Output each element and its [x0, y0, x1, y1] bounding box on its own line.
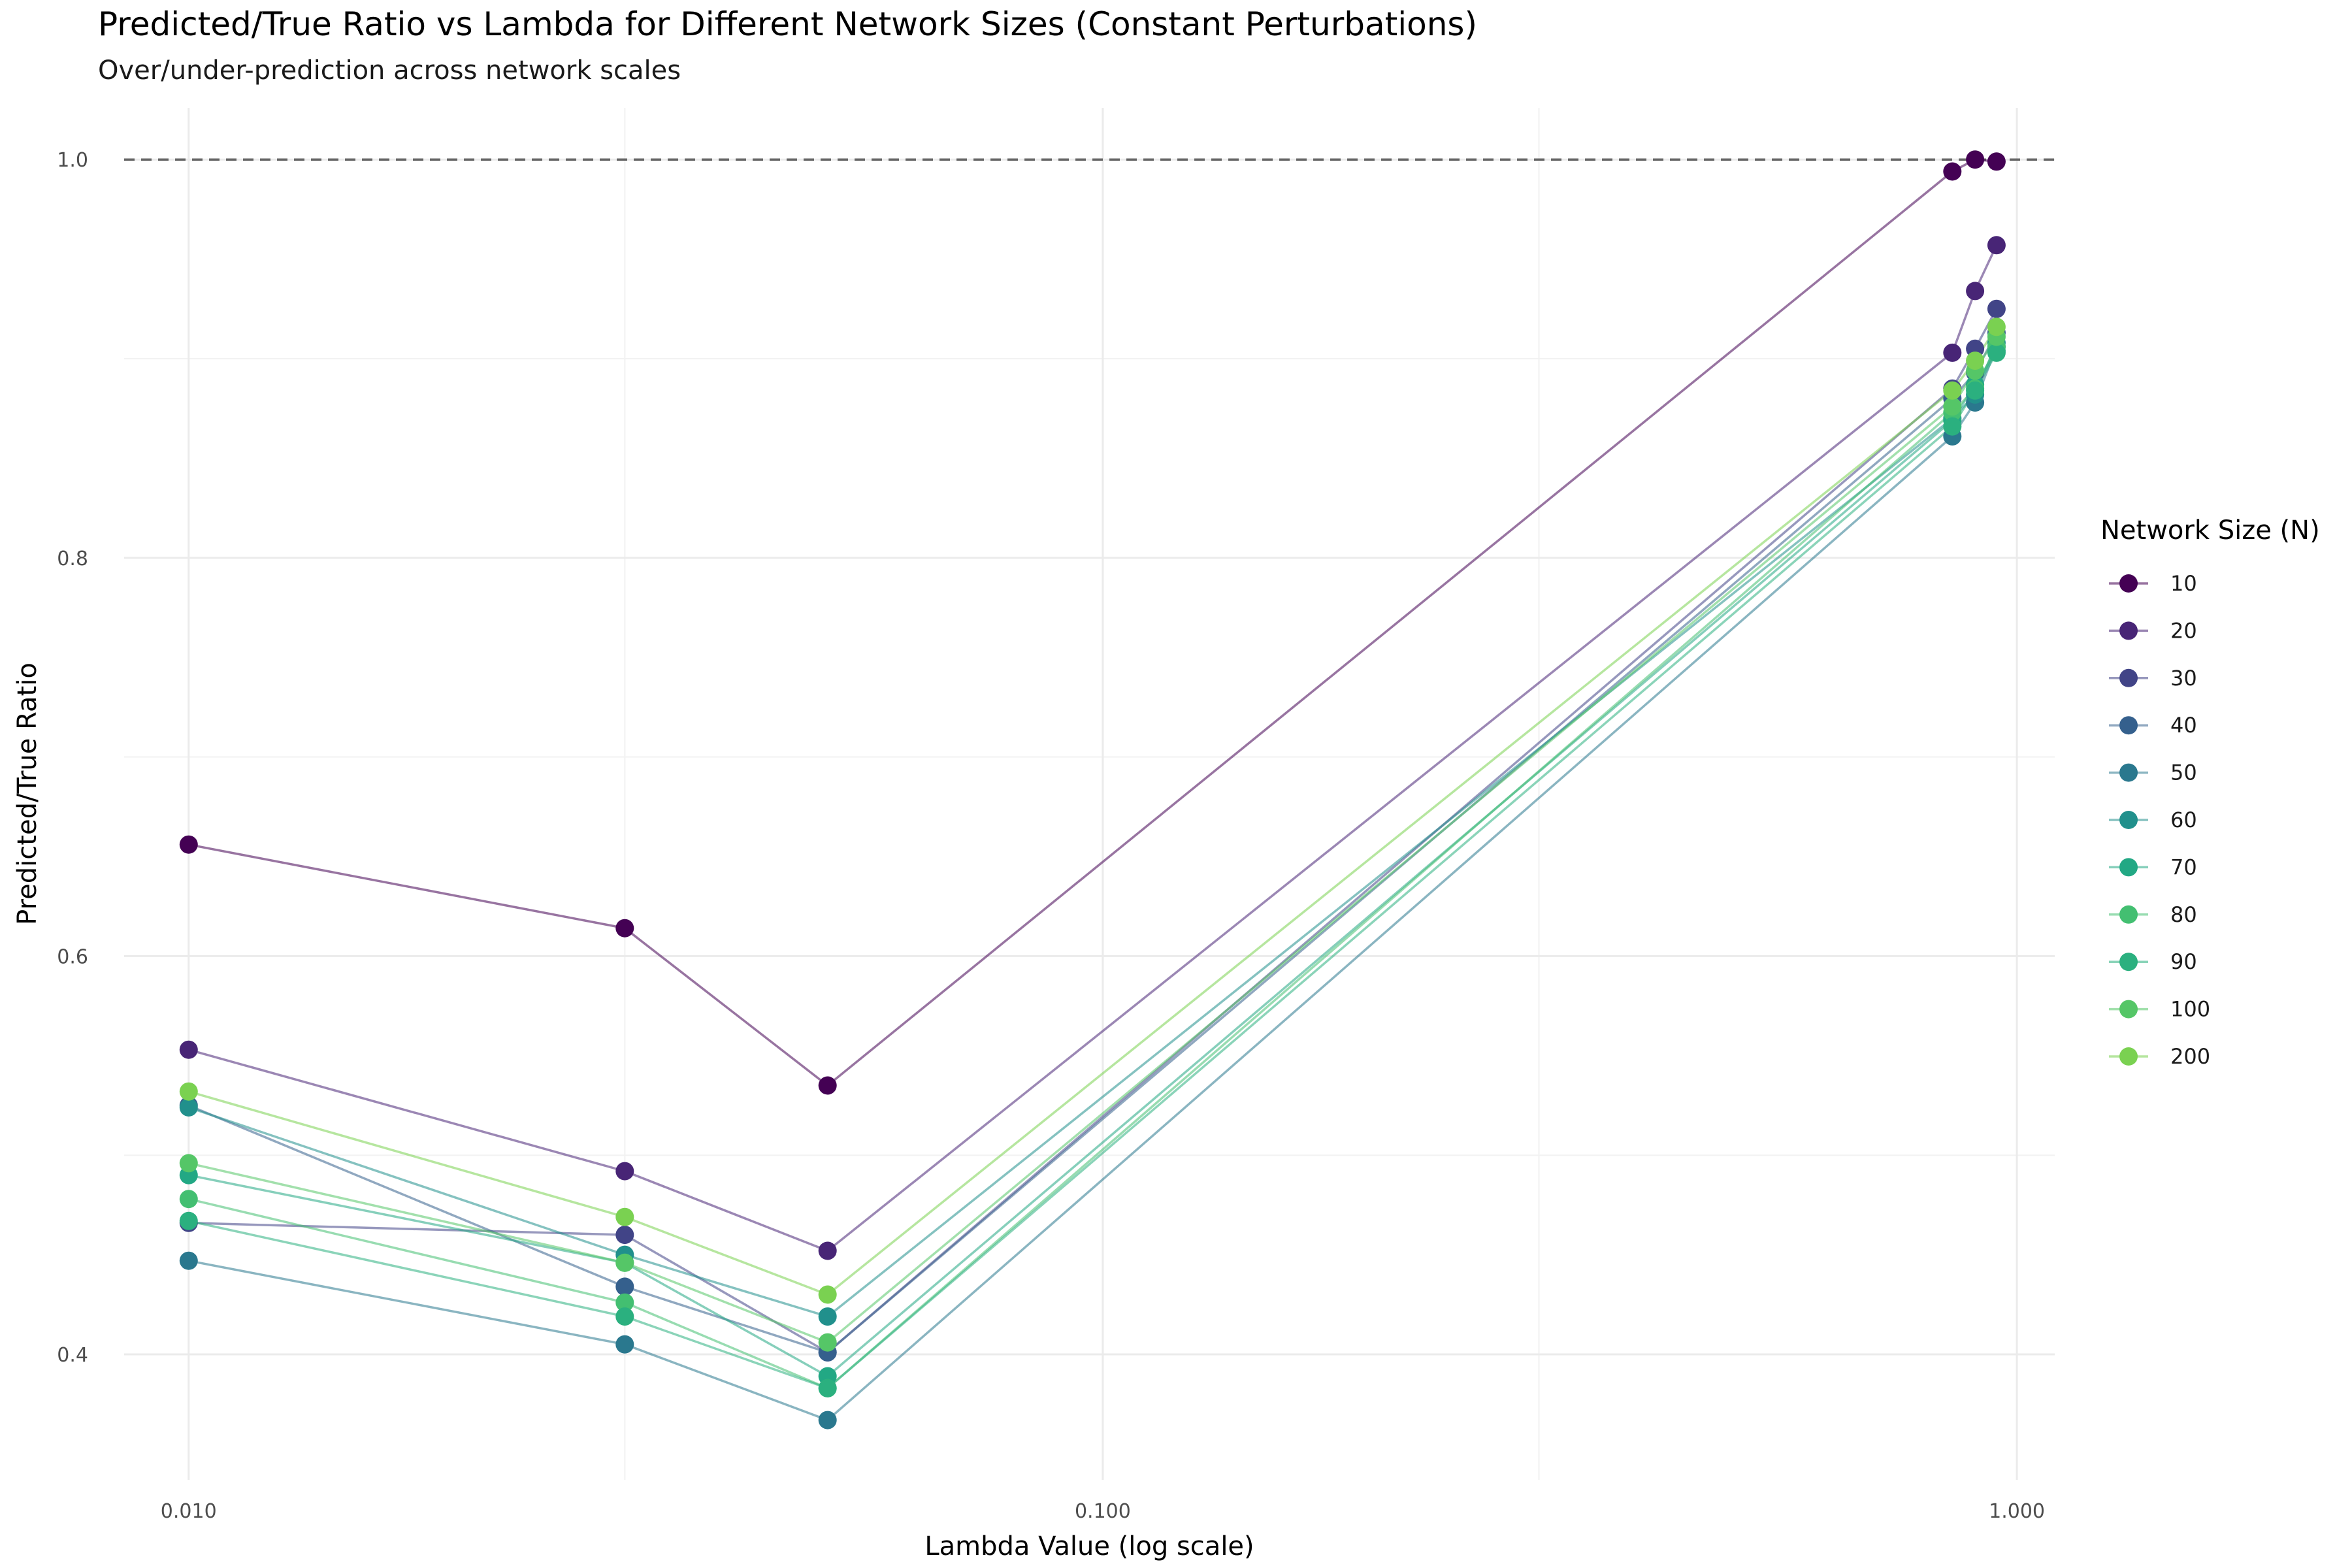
series-line-30	[188, 308, 1998, 1354]
legend-label-20: 20	[2170, 618, 2197, 643]
data-point-100	[818, 1333, 837, 1352]
data-point-90	[179, 1211, 198, 1230]
data-point-80	[615, 1293, 634, 1312]
x-tick-label: 1.000	[1989, 1500, 2045, 1523]
series-line-100	[188, 336, 1998, 1344]
data-point-20	[1943, 343, 1962, 362]
legend-label-10: 10	[2170, 571, 2197, 596]
legend-key-point-90	[2119, 953, 2138, 972]
axis-layer: 0.010 0.100 1.000 0.4 0.6 0.8 1.0 Lambda Value …	[12, 149, 2045, 1561]
data-point-40	[615, 1277, 634, 1296]
y-tick-label: 0.4	[57, 1344, 88, 1367]
data-point-100	[179, 1154, 198, 1173]
data-point-10	[179, 835, 198, 854]
legend-key-point-40	[2119, 716, 2138, 735]
data-point-50	[818, 1411, 837, 1429]
series-line-10	[188, 158, 1997, 1087]
series-line-50	[188, 346, 1998, 1422]
series-line-80	[188, 346, 1998, 1390]
data-point-60	[179, 1098, 198, 1117]
legend-label-70: 70	[2170, 855, 2197, 879]
chart-title: Predicted/True Ratio vs Lambda for Diffe…	[98, 5, 1477, 43]
data-point-200	[1966, 351, 1985, 370]
legend-layer: Network Size (N) 10 20 30 40 50 60 70 80 90 100 200	[2100, 515, 2320, 1069]
data-point-10	[615, 919, 634, 938]
data-point-20	[179, 1040, 198, 1059]
legend-label-60: 60	[2170, 808, 2197, 832]
legend-key-point-50	[2119, 763, 2138, 782]
series-line-70	[188, 350, 1998, 1378]
legend-key-point-70	[2119, 858, 2138, 877]
series-line-200	[188, 326, 1998, 1296]
data-point-20	[1987, 236, 2006, 255]
x-axis-title: Lambda Value (log scale)	[924, 1531, 1254, 1561]
legend-key-point-30	[2119, 668, 2138, 687]
data-point-50	[615, 1335, 634, 1354]
x-tick-label: 0.010	[161, 1500, 217, 1523]
series-line-20	[188, 244, 1998, 1252]
data-point-90	[818, 1379, 837, 1397]
data-point-10	[1987, 152, 2006, 171]
data-point-90	[1966, 381, 1985, 400]
legend-key-point-100	[2119, 1000, 2138, 1019]
data-point-20	[1966, 282, 1985, 301]
data-point-20	[615, 1162, 634, 1181]
data-point-100	[1943, 397, 1962, 416]
series-layer	[179, 150, 2006, 1429]
legend-label-40: 40	[2170, 713, 2197, 738]
legend-label-30: 30	[2170, 666, 2197, 691]
data-point-90	[615, 1307, 634, 1326]
y-tick-label: 0.6	[57, 945, 88, 968]
legend-key-point-200	[2119, 1047, 2138, 1066]
data-point-30	[1987, 299, 2006, 318]
data-point-10	[1966, 150, 1985, 169]
data-point-200	[818, 1285, 837, 1304]
legend-key-point-20	[2119, 621, 2138, 640]
legend-key-point-10	[2119, 574, 2138, 593]
data-point-30	[615, 1226, 634, 1245]
data-point-20	[818, 1241, 837, 1260]
data-point-60	[818, 1307, 837, 1326]
data-point-200	[179, 1082, 198, 1101]
y-axis-title: Predicted/True Ratio	[12, 662, 42, 925]
data-point-200	[615, 1207, 634, 1226]
y-tick-label: 0.8	[57, 547, 88, 570]
legend-label-80: 80	[2170, 902, 2197, 927]
legend-label-100: 100	[2170, 997, 2210, 1022]
data-point-200	[1943, 381, 1962, 400]
data-point-10	[818, 1076, 837, 1095]
data-point-90	[1987, 343, 2006, 362]
data-point-80	[179, 1190, 198, 1209]
legend-label-200: 200	[2170, 1044, 2210, 1069]
grid-layer	[124, 108, 2055, 1480]
legend-label-90: 90	[2170, 949, 2197, 974]
data-point-100	[615, 1253, 634, 1272]
legend-title: Network Size (N)	[2100, 515, 2320, 546]
data-point-200	[1987, 318, 2006, 336]
x-tick-label: 0.100	[1075, 1500, 1131, 1523]
data-point-50	[179, 1251, 198, 1270]
legend-key-point-60	[2119, 811, 2138, 829]
data-point-10	[1943, 162, 1962, 181]
legend-key-point-80	[2119, 905, 2138, 924]
legend-label-50: 50	[2170, 760, 2197, 785]
chart-subtitle: Over/under-prediction across network sca…	[98, 56, 681, 86]
data-point-90	[1943, 417, 1962, 436]
y-tick-label: 1.0	[57, 149, 88, 172]
